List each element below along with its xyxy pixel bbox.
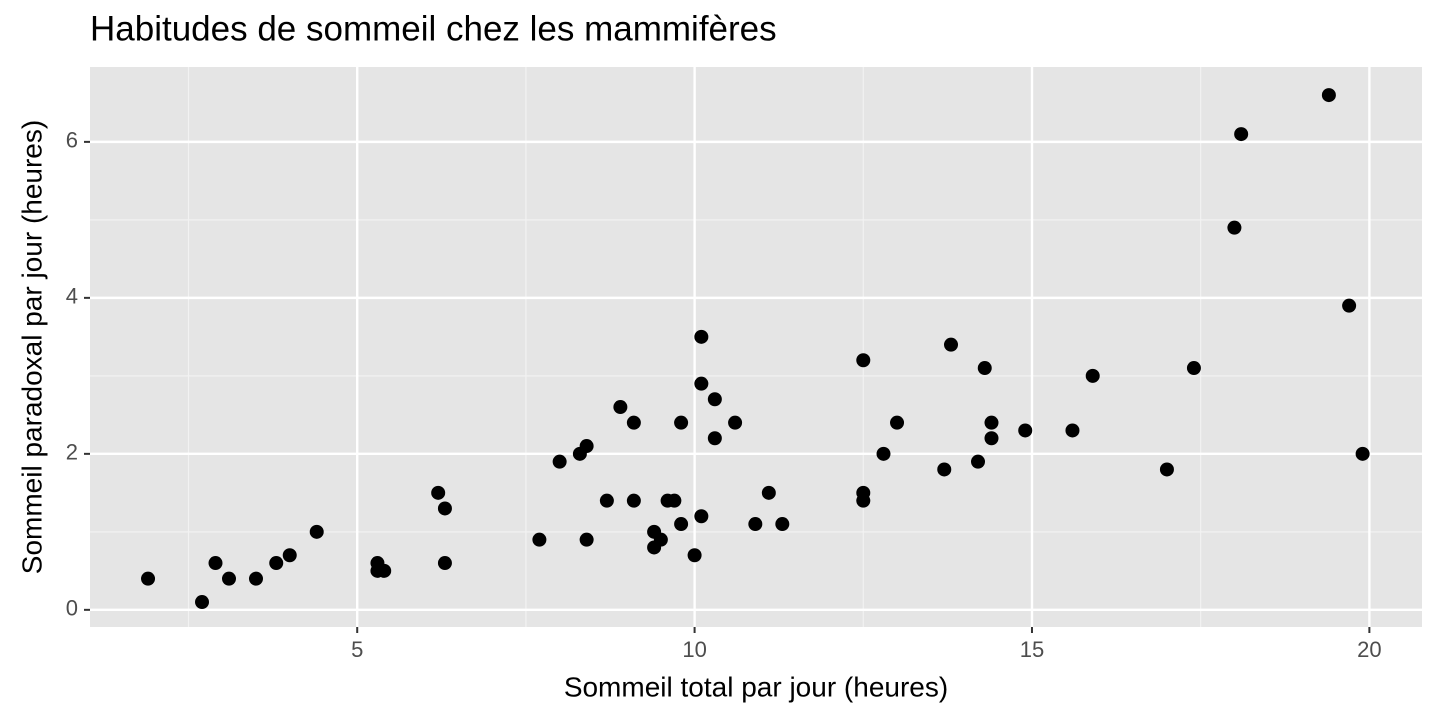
point (1234, 127, 1249, 142)
point (667, 493, 682, 508)
point (971, 454, 985, 469)
y-tick-label: 6 (66, 128, 78, 153)
point (248, 571, 263, 586)
point (1018, 423, 1033, 438)
point (1186, 361, 1201, 376)
point (1085, 368, 1100, 383)
point (377, 563, 392, 578)
point (626, 493, 641, 508)
x-tick-label: 5 (351, 637, 363, 662)
point (856, 493, 871, 508)
chart-title: Habitudes de sommeil chez les mammifères (90, 9, 777, 48)
point (431, 485, 446, 500)
point (984, 431, 999, 446)
point (856, 353, 871, 368)
point (761, 485, 776, 500)
point (694, 329, 709, 344)
x-tick-label: 10 (682, 637, 706, 662)
point (748, 517, 763, 532)
point (222, 571, 237, 586)
point (282, 548, 297, 563)
point (437, 501, 452, 516)
point (977, 361, 992, 376)
x-axis-label: Sommeil total par jour (heures) (564, 671, 948, 702)
point (775, 517, 790, 532)
point (599, 493, 614, 508)
point (579, 439, 594, 454)
point (674, 415, 689, 430)
point (1065, 423, 1080, 438)
point (876, 446, 891, 461)
point (613, 400, 628, 415)
x-tick-label: 15 (1020, 637, 1044, 662)
point (937, 462, 952, 477)
panel (90, 67, 1422, 627)
point (1159, 462, 1174, 477)
point (1342, 298, 1357, 313)
point (694, 376, 709, 391)
point (141, 571, 156, 586)
point (707, 392, 722, 407)
point (195, 595, 210, 610)
point (653, 532, 668, 547)
point (984, 415, 999, 430)
point (1227, 220, 1242, 235)
y-tick-label: 4 (66, 284, 78, 309)
point (694, 509, 709, 524)
point (532, 532, 547, 547)
point (579, 532, 594, 547)
y-tick-label: 2 (66, 440, 78, 465)
point (890, 415, 905, 430)
point (208, 556, 223, 571)
point (269, 556, 284, 571)
point (707, 431, 722, 446)
x-tick-label: 20 (1357, 637, 1381, 662)
point (944, 337, 959, 352)
point (309, 524, 324, 539)
point (674, 517, 689, 532)
point (552, 454, 567, 469)
point (437, 556, 452, 571)
point (1321, 88, 1336, 103)
y-tick-label: 0 (66, 596, 78, 621)
point (626, 415, 641, 430)
point (1355, 446, 1370, 461)
point (687, 548, 702, 563)
y-axis-label: Sommeil paradoxal par jour (heures) (16, 120, 47, 574)
point (728, 415, 743, 430)
